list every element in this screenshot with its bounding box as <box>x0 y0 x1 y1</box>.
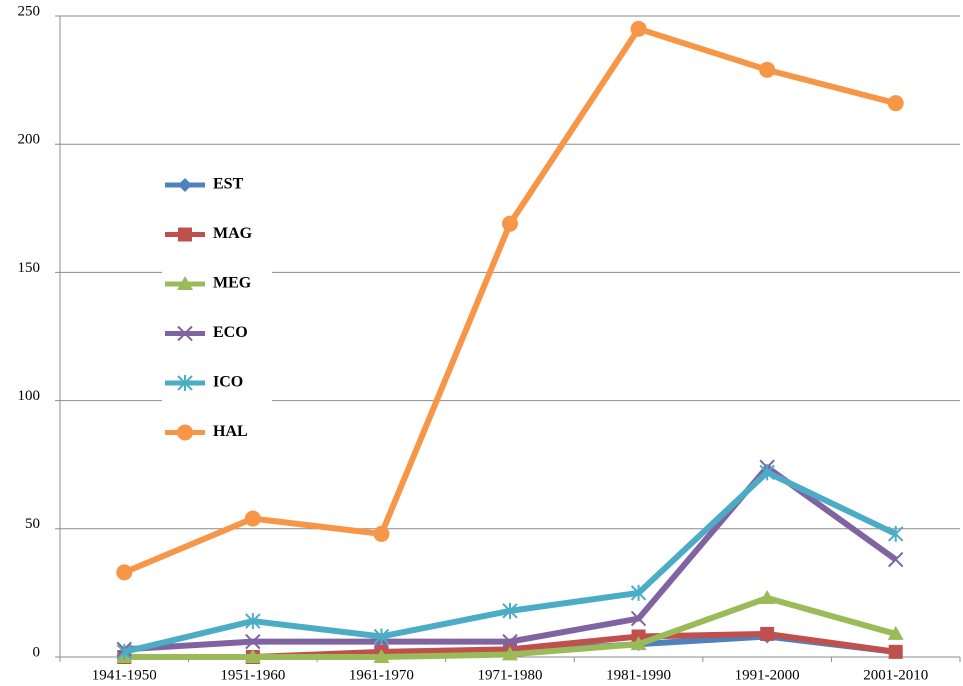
marker <box>759 61 776 78</box>
marker <box>502 602 518 619</box>
line <box>123 469 898 655</box>
marker <box>502 215 518 232</box>
y-tick-label: 200 <box>18 132 41 148</box>
series <box>116 464 904 660</box>
legend-label: HAL <box>213 423 248 440</box>
legend-label: EST <box>213 176 244 193</box>
marker <box>888 525 904 542</box>
legend: EST MAG MEG ECO ICO HAL <box>162 165 272 450</box>
legend-marker <box>177 424 193 441</box>
legend-box <box>162 165 272 450</box>
marker <box>759 464 775 481</box>
marker <box>116 564 133 581</box>
marker <box>630 636 647 651</box>
x-tick-label: 2001-2010 <box>863 667 928 683</box>
legend-marker <box>178 227 192 242</box>
legend-marker <box>177 375 193 391</box>
y-tick-label: 250 <box>18 3 41 19</box>
marker <box>760 626 775 641</box>
marker <box>759 590 776 605</box>
x-tick-label: 1981-1990 <box>606 667 671 683</box>
marker <box>887 625 904 640</box>
legend-label: MAG <box>213 225 253 242</box>
x-tick-label: 1961-1970 <box>349 667 414 683</box>
legend-marker <box>177 325 193 342</box>
marker <box>630 610 647 627</box>
marker <box>502 633 518 650</box>
marker <box>245 633 261 650</box>
marker <box>244 649 261 663</box>
legend-marker <box>177 276 193 290</box>
legend-marker <box>178 178 192 192</box>
marker <box>888 644 903 659</box>
x-tick-label: 1991-2000 <box>735 667 800 683</box>
y-tick-label: 100 <box>18 388 41 404</box>
y-tick-label: 0 <box>33 644 41 660</box>
x-tick-label: 1951-1960 <box>220 667 285 683</box>
x-tick-label: 1971-1980 <box>478 667 543 683</box>
marker <box>373 628 390 645</box>
y-tick-label: 150 <box>18 260 41 276</box>
marker <box>502 646 518 661</box>
legend-label: ICO <box>213 374 243 391</box>
marker <box>888 551 904 568</box>
marker <box>630 584 647 601</box>
marker <box>630 20 647 37</box>
marker <box>116 643 132 660</box>
legend-label: ECO <box>213 324 248 341</box>
marker <box>373 525 390 542</box>
marker <box>887 95 904 112</box>
series <box>116 20 904 581</box>
marker <box>245 613 261 630</box>
legend-label: MEG <box>213 275 252 292</box>
y-tick-label: 50 <box>25 516 40 532</box>
x-tick-label: 1941-1950 <box>92 667 157 683</box>
marker <box>373 649 390 663</box>
marker <box>244 510 261 527</box>
